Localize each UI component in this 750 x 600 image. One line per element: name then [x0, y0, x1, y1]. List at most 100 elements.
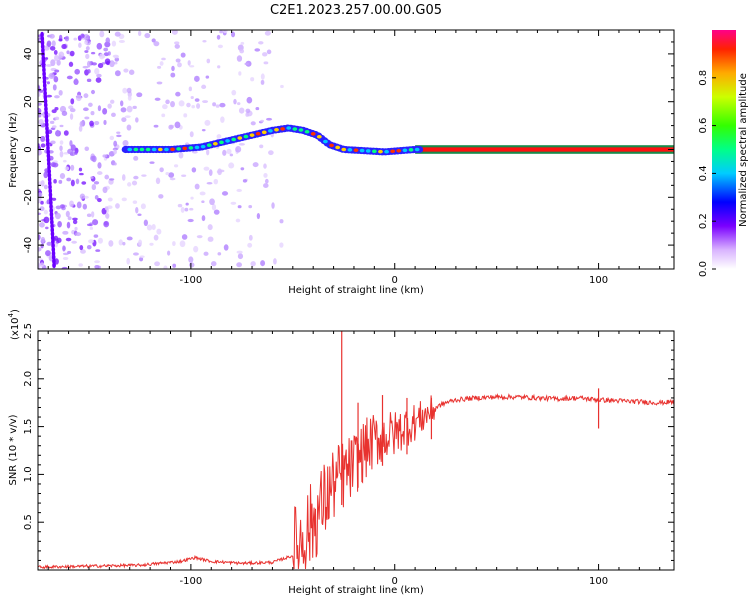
- noise-mark: [75, 94, 82, 102]
- noise-mark: [84, 50, 89, 53]
- noise-mark: [113, 162, 117, 166]
- noise-mark: [69, 140, 73, 147]
- noise-mark: [120, 107, 127, 113]
- noise-mark: [43, 209, 48, 215]
- noise-mark: [207, 224, 213, 231]
- noise-mark: [78, 167, 83, 172]
- spectral-ridge: [121, 124, 674, 156]
- noise-mark: [260, 79, 265, 85]
- noise-mark: [172, 241, 176, 247]
- noise-mark: [204, 119, 211, 126]
- noise-mark: [175, 58, 181, 63]
- noise-mark: [51, 125, 57, 129]
- ridge-core-mark: [310, 131, 316, 136]
- noise-mark: [196, 103, 201, 109]
- noise-mark: [55, 212, 61, 220]
- noise-mark: [167, 250, 171, 256]
- noise-mark: [84, 116, 90, 120]
- noise-mark: [113, 61, 118, 65]
- noise-mark: [121, 117, 127, 123]
- noise-mark: [38, 192, 43, 197]
- noise-mark: [217, 65, 221, 69]
- noise-mark: [108, 240, 114, 247]
- noise-mark: [70, 144, 76, 151]
- noise-mark: [52, 84, 57, 91]
- noise-mark: [180, 52, 186, 58]
- noise-mark: [91, 211, 95, 218]
- ridge-core-mark: [298, 128, 304, 132]
- colorbar: 0.0 0.2 0.4 0.6 0.8 Normalized spectral ampl…: [698, 30, 749, 277]
- ridge-core-mark: [286, 126, 292, 130]
- ridge-core-mark: [402, 148, 408, 153]
- noise-mark: [231, 89, 237, 96]
- noise-mark: [71, 240, 78, 244]
- noise-mark: [91, 89, 95, 95]
- noise-mark: [229, 153, 234, 157]
- top-y-axis-label: Frequency (Hz): [8, 112, 19, 188]
- noise-mark: [127, 95, 132, 101]
- noise-mark: [109, 135, 115, 141]
- noise-mark: [90, 155, 96, 162]
- top-y-tick-label: 20: [23, 95, 34, 108]
- noise-mark: [168, 124, 174, 130]
- noise-mark: [108, 151, 115, 157]
- streak-mark: [52, 262, 56, 269]
- noise-mark: [156, 81, 163, 85]
- noise-mark: [199, 191, 206, 196]
- noise-mark: [80, 249, 86, 254]
- noise-mark: [63, 130, 69, 136]
- noise-mark: [104, 58, 111, 65]
- noise-mark: [240, 167, 245, 171]
- noise-mark: [187, 218, 194, 223]
- noise-mark: [78, 263, 83, 267]
- noise-mark: [58, 38, 63, 42]
- noise-mark: [102, 108, 108, 115]
- noise-mark: [135, 206, 139, 214]
- noise-mark: [163, 265, 168, 269]
- noise-mark: [201, 200, 205, 204]
- noise-mark: [56, 59, 61, 66]
- noise-mark: [217, 44, 223, 49]
- colorbar-tick-label: 0.8: [698, 70, 709, 86]
- noise-mark: [126, 257, 131, 265]
- noise-mark: [74, 68, 80, 75]
- noise-mark: [186, 102, 191, 108]
- ridge-core-mark: [176, 147, 182, 151]
- noise-mark: [139, 255, 145, 259]
- noise-mark: [85, 46, 90, 51]
- noise-mark: [53, 178, 57, 184]
- noise-mark: [54, 69, 60, 73]
- noise-mark: [102, 154, 108, 158]
- ridge-core-mark: [206, 143, 212, 147]
- noise-mark: [220, 116, 225, 123]
- ridge-core-mark: [396, 148, 402, 153]
- noise-mark: [250, 261, 256, 267]
- noise-mark: [89, 226, 94, 230]
- colorbar-tick-label: 0.0: [698, 261, 709, 277]
- noise-mark: [38, 102, 42, 106]
- ridge-core-mark: [359, 148, 365, 153]
- ridge-core-mark: [292, 127, 298, 131]
- noise-mark: [38, 150, 43, 156]
- noise-mark: [244, 62, 250, 66]
- noise-mark: [91, 62, 97, 66]
- noise-mark: [226, 148, 232, 155]
- noise-mark: [156, 228, 162, 235]
- bottom-y-axis-label: SNR (10 * v/v): [8, 414, 19, 485]
- noise-mark: [262, 52, 268, 57]
- noise-mark: [88, 239, 95, 244]
- noise-mark: [46, 40, 52, 48]
- noise-mark: [171, 30, 178, 35]
- top-y-tick-label: -20: [23, 189, 34, 205]
- noise-mark: [236, 55, 243, 62]
- noise-mark: [89, 120, 94, 127]
- noise-mark: [94, 264, 100, 269]
- noise-mark: [172, 263, 177, 268]
- noise-mark: [59, 124, 64, 128]
- noise-mark: [194, 183, 200, 190]
- noise-mark: [189, 65, 195, 68]
- noise-mark: [93, 234, 99, 238]
- noise-mark: [177, 62, 182, 68]
- top-x-axis-label: Height of straight line (km): [288, 285, 424, 296]
- noise-mark: [85, 53, 90, 59]
